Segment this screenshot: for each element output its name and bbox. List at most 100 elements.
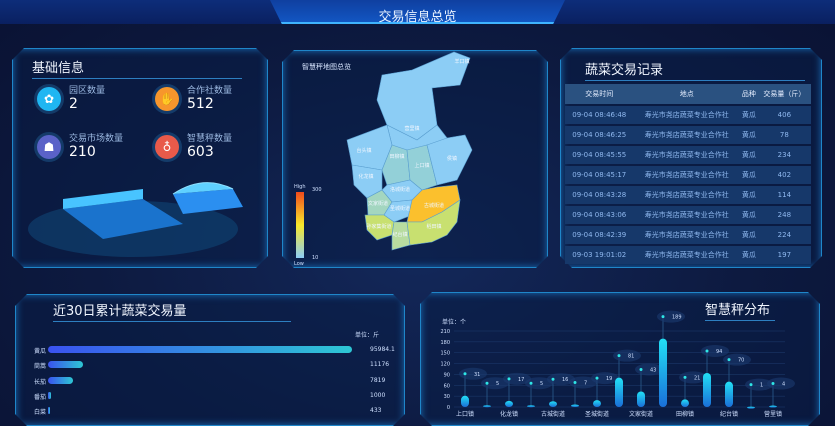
x-tick-label: 文家街道: [629, 410, 653, 418]
records-table: 交易时间 地点 品种 交易量（斤） 09-04 08:46:48 寿光市尧店蔬菜专…: [565, 82, 811, 266]
map-label: 台头镇: [356, 147, 371, 154]
records-title: 蔬菜交易记录: [585, 59, 805, 81]
table-row[interactable]: 09-04 08:46:25 寿光市尧店蔬菜专业合作社 黄瓜 78: [565, 126, 811, 144]
col-variety[interactable]: 品种: [739, 84, 758, 104]
value-bubble: [767, 377, 795, 390]
map-title: 智慧秤地图总览: [302, 63, 351, 71]
table-row[interactable]: 09-03 19:01:02 寿光市尧店蔬菜专业合作社 黄瓜 197: [565, 246, 811, 264]
table-cell: 黄瓜: [739, 186, 758, 204]
table-cell: 寿光市尧店蔬菜专业合作社: [633, 186, 740, 204]
stat-value: 210: [69, 144, 96, 160]
people-icon: ☗: [37, 135, 61, 159]
y-tick-label: 210: [440, 329, 450, 335]
col-time[interactable]: 交易时间: [565, 84, 634, 104]
bar: [48, 391, 52, 399]
table-cell: 78: [757, 126, 811, 144]
map-legend-gradient: [296, 192, 304, 258]
legend-low: Low: [294, 261, 304, 267]
volume-panel: [15, 294, 405, 426]
table-cell: 09-04 08:43:06: [565, 206, 634, 224]
bar-value: 43: [650, 367, 656, 373]
value-bubble: [481, 377, 509, 390]
table-cell: 寿光市尧店蔬菜专业合作社: [633, 106, 740, 124]
bar: [703, 372, 711, 407]
table-cell: 寿光市尧店蔬菜专业合作社: [633, 246, 740, 264]
bar: [48, 361, 84, 369]
value-bubble: [591, 372, 619, 385]
handshake-icon: ✋: [155, 87, 179, 111]
map-label: 洛城街道: [390, 186, 410, 193]
x-tick-label: 田柳镇: [676, 410, 694, 418]
value-dot: [463, 372, 467, 376]
stat-item: ☗ 交易市场数量 210: [37, 134, 123, 160]
x-tick-label: 圣城街道: [585, 410, 609, 418]
table-cell: 09-04 08:45:17: [565, 166, 634, 184]
bar-value: 189: [672, 315, 682, 321]
bar: [461, 395, 469, 407]
table-row[interactable]: 09-04 08:46:48 寿光市尧店蔬菜专业合作社 黄瓜 406: [565, 106, 811, 124]
map-label: 文家街道: [368, 200, 388, 207]
legend-min: 10: [312, 255, 318, 261]
scale-icon: ♁: [155, 135, 179, 159]
map-label: 稻田镇: [426, 223, 441, 230]
bar-value: 1000: [370, 391, 386, 399]
table-row[interactable]: 09-04 08:43:06 寿光市尧店蔬菜专业合作社 黄瓜 248: [565, 206, 811, 224]
bar-label: 番茄: [34, 393, 47, 401]
table-row[interactable]: 09-04 08:43:28 寿光市尧店蔬菜专业合作社 黄瓜 114: [565, 186, 811, 204]
table-row[interactable]: 09-04 08:42:39 寿光市尧店蔬菜专业合作社 黄瓜 224: [565, 226, 811, 244]
value-dot: [529, 381, 533, 385]
value-bubble: [635, 363, 663, 376]
value-bubble: [657, 310, 685, 323]
y-tick-label: 180: [440, 340, 450, 346]
bar-value: 16: [562, 377, 568, 383]
stat-value: 603: [187, 144, 214, 160]
table-row[interactable]: 09-04 08:45:55 寿光市尧店蔬菜专业合作社 黄瓜 234: [565, 146, 811, 164]
region-yangkou: [376, 51, 471, 141]
volume-title: 近30日累计蔬菜交易量: [53, 300, 291, 322]
map-svg: 羊口镇 营里镇 台头镇 田柳镇 上口镇 侯镇 化龙镇 洛城街道 文家街道 圣城街…: [294, 51, 473, 267]
table-cell: 09-04 08:42:39: [565, 226, 634, 244]
value-bubble: [547, 373, 575, 386]
table-cell: 黄瓜: [739, 126, 758, 144]
scale-title: 智慧秤分布: [705, 299, 775, 321]
x-tick-label: 古城街道: [541, 410, 565, 418]
y-tick-label: 120: [440, 362, 450, 368]
bar: [659, 338, 667, 407]
value-bubble: [701, 344, 729, 357]
bar: [48, 407, 50, 415]
col-volume[interactable]: 交易量（斤）: [757, 84, 811, 104]
bar-value: 5: [496, 381, 499, 387]
table-cell: 09-04 08:46:48: [565, 106, 634, 124]
bar: [505, 400, 513, 407]
value-dot: [507, 377, 511, 381]
table-cell: 402: [757, 166, 811, 184]
park-illustration: [23, 169, 263, 264]
bar: [593, 400, 601, 407]
bar-value: 1: [760, 383, 763, 389]
x-tick-label: 化龙镇: [500, 410, 518, 418]
bar: [483, 405, 491, 408]
table-cell: 234: [757, 146, 811, 164]
legend-max: 300: [312, 187, 322, 193]
value-bubble: [503, 372, 531, 385]
bar-value: 94: [716, 349, 722, 355]
bar: [527, 405, 535, 408]
col-location[interactable]: 地点: [633, 84, 740, 104]
y-tick-label: 0: [447, 405, 450, 411]
table-cell: 寿光市尧店蔬菜专业合作社: [633, 166, 740, 184]
table-cell: 248: [757, 206, 811, 224]
bar-value: 31: [474, 372, 480, 378]
bar-label: 白菜: [34, 409, 47, 417]
bar-value: 7819: [370, 376, 386, 384]
value-bubble: [679, 371, 707, 384]
stat-label: 交易市场数量: [69, 134, 124, 144]
table-row[interactable]: 09-04 08:45:17 寿光市尧店蔬菜专业合作社 黄瓜 402: [565, 166, 811, 184]
value-bubble: [569, 376, 597, 389]
table-cell: 09-04 08:43:28: [565, 186, 634, 204]
map-label: 田柳镇: [389, 153, 404, 160]
value-dot: [595, 376, 599, 380]
bar-value: 7: [584, 380, 587, 386]
page-title: 交易信息总览: [378, 10, 457, 25]
volume-unit: 单位：斤: [355, 332, 380, 339]
bar: [769, 405, 777, 408]
